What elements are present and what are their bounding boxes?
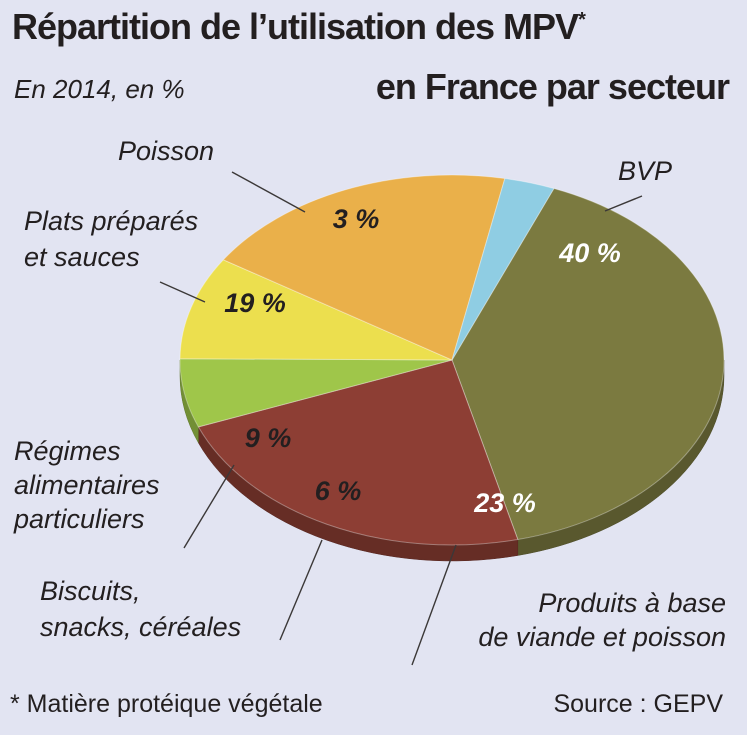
pie-slice-bvp [451,187,725,541]
category-label-regimes-alimentaires-particuliers: Régimes alimentaires particuliers [13,436,160,534]
pie-slice-plats-prepares-et-sauces [222,174,506,361]
category-label-produits-a-base-de-viande-et-poisson: Produits à base de viande et poisson [478,588,726,652]
category-label-bvp: BVP [618,156,672,186]
leader-line-poisson [231,171,306,213]
category-label-poisson: Poisson [118,136,214,166]
value-label-regimes-alimentaires-particuliers: 9 % [245,423,292,453]
pie-slice-regimes-alimentaires-particuliers [179,259,453,361]
category-labels: BVP Produits à base de viande et poisson Bi… [13,136,726,652]
pie-slice-poisson [451,177,555,361]
value-label-poisson: 3 % [333,204,380,234]
source-credit: Source : GEPV [553,690,723,718]
leader-line-regimes-alimentaires-particuliers [183,464,235,549]
value-label-plats-prepares-et-sauces: 19 % [224,288,286,318]
leader-line-biscuits-snacks-cereales [279,539,323,641]
title-asterisk: * [578,9,586,31]
pie-slice-produits-a-base-de-viande-et-poisson [197,359,519,546]
value-label-bvp: 40 % [558,238,621,268]
pie-slice-biscuits-snacks-cereales [179,358,453,428]
unit-note: En 2014, en % [14,74,185,104]
leader-line-plats-prepares-et-sauces [159,281,206,303]
category-label-plats-prepares-et-sauces: Plats préparés et sauces [24,206,198,272]
value-labels: 40 % 23 % 6 % 9 % 19 % 3 % [224,204,621,518]
chart-title-text: Répartition de l’utilisation des MPV [12,6,579,47]
value-label-produits-a-base-de-viande-et-poisson: 23 % [473,488,536,518]
leader-line-bvp [604,195,643,212]
chart-title: Répartition de l’utilisation des MPV* [12,6,586,48]
category-label-biscuits-snacks-cereales: Biscuits, snacks, céréales [40,576,241,642]
value-label-biscuits-snacks-cereales: 6 % [315,476,362,506]
pie-slices [179,174,725,546]
footnote: * Matière protéique végétale [10,690,323,718]
chart-title-line2: en France par secteur [375,66,730,107]
leader-line-produits-a-base-de-viande-et-poisson [411,544,457,666]
leader-lines [159,171,643,666]
